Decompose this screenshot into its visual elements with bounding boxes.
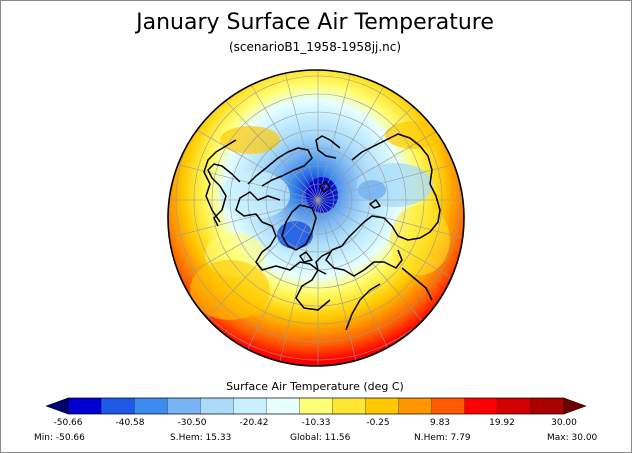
tick-label: -10.33 — [301, 418, 331, 428]
colorbar-swatch — [464, 397, 499, 415]
colorbar-right-arrow — [563, 397, 587, 415]
tick-label: -30.50 — [177, 418, 207, 428]
colorbar-swatch — [398, 397, 433, 415]
colorbar-swatches — [67, 397, 565, 415]
colorbar — [45, 397, 587, 415]
tick-label: -50.66 — [53, 418, 83, 428]
tick-label: 30.00 — [551, 418, 577, 428]
colorbar-swatch — [431, 397, 466, 415]
colorbar-swatch — [67, 397, 102, 415]
colorbar-swatch — [530, 397, 565, 415]
map-subtitle: (scenarioB1_1958-1958jj.nc) — [228, 40, 402, 54]
colorbar-swatch — [200, 397, 234, 415]
tick-label: -20.42 — [239, 418, 269, 428]
colorbar-left-arrow — [45, 397, 69, 415]
colorbar-title: Surface Air Temperature (deg C) — [226, 380, 404, 393]
colorbar-swatch — [167, 397, 201, 415]
colorbar-swatch — [233, 397, 267, 415]
stat-global: Global: 11.56 — [290, 433, 351, 443]
graticule — [168, 70, 464, 366]
stat-northern-hemisphere: N.Hem: 7.79 — [414, 433, 471, 443]
colorbar-swatch — [299, 397, 333, 415]
coastlines — [203, 133, 441, 331]
tick-label: -0.25 — [366, 418, 390, 428]
stat-southern-hemisphere: S.Hem: 15.33 — [170, 433, 232, 443]
stat-max: Max: 30.00 — [547, 433, 598, 443]
map-title: January Surface Air Temperature — [136, 10, 494, 35]
tick-label: 9.83 — [429, 418, 451, 428]
polar-map — [167, 69, 465, 367]
colorbar-swatch — [332, 397, 367, 415]
globe-outline — [167, 69, 465, 367]
colorbar-swatch — [133, 397, 168, 415]
tick-label: -40.58 — [115, 418, 145, 428]
colorbar-swatch — [100, 397, 135, 415]
stat-min: Min: -50.66 — [34, 433, 85, 443]
colorbar-swatch — [365, 397, 400, 415]
colorbar-swatch — [266, 397, 300, 415]
colorbar-swatch — [497, 397, 532, 415]
tick-label: 19.92 — [489, 418, 515, 428]
